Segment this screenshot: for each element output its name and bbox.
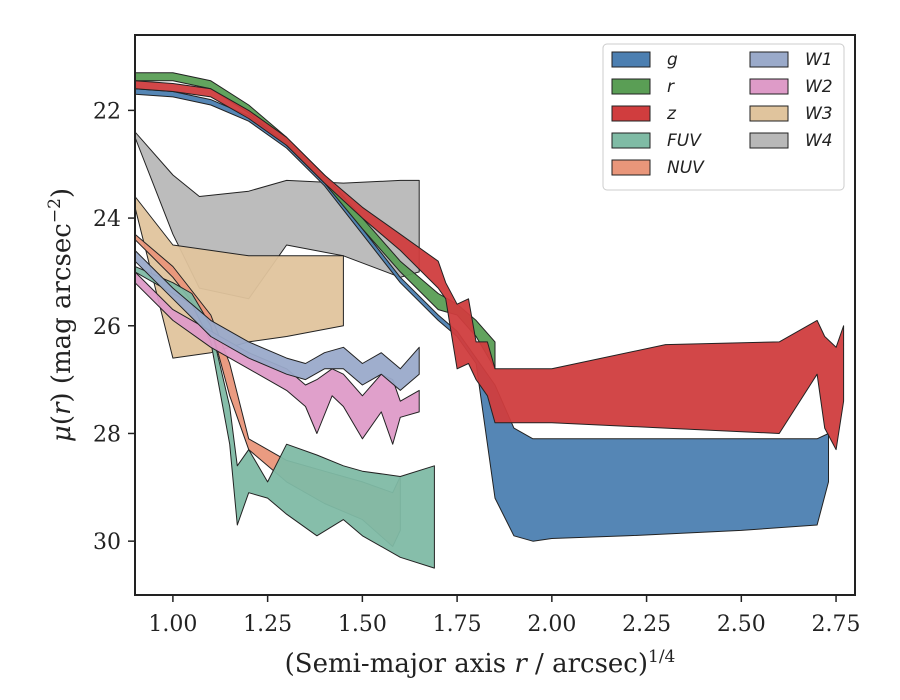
legend-swatch-w3	[749, 105, 789, 122]
x-tick-label: 1.75	[433, 612, 482, 637]
legend-label-w1: W1	[805, 50, 833, 70]
area-z	[135, 80, 845, 451]
y-axis-label: μ(r) (mag arcsec−2)	[45, 188, 77, 442]
legend-swatch-z	[611, 105, 651, 122]
legend-swatch-fuv	[611, 132, 651, 149]
svg-text:μ(r) (mag arcsec−2): μ(r) (mag arcsec−2)	[45, 188, 77, 442]
y-tick-label: 30	[93, 530, 121, 555]
plot-frame	[134, 34, 856, 596]
legend-swatch-g	[611, 51, 651, 68]
area-w2	[135, 271, 420, 445]
y-tick-label: 26	[93, 315, 121, 340]
legend-label-nuv: NUV	[667, 158, 705, 178]
legend-swatch-w4	[749, 132, 789, 149]
legend-label-w2: W2	[805, 77, 833, 97]
x-tick-label: 1.00	[148, 612, 197, 637]
x-axis-ticks: 1.00 1.25 1.50 1.75 2.00 2.25 2.50 2.75	[148, 595, 861, 637]
area-g	[135, 88, 829, 542]
x-tick-label: 2.25	[622, 612, 671, 637]
legend-label-z: z	[666, 104, 677, 124]
legend-label-r: r	[667, 77, 675, 97]
x-tick-label: 1.50	[338, 612, 387, 637]
y-tick-label: 22	[93, 99, 121, 124]
legend: grz FUV NUV W1 W2 W3 W4	[602, 43, 845, 191]
legend-swatch-w2	[749, 78, 789, 95]
legend-swatch-w1	[749, 51, 789, 68]
x-tick-label: 2.00	[527, 612, 576, 637]
area-w1	[135, 249, 420, 391]
legend-swatch-r	[611, 78, 651, 95]
legend-label-w3: W3	[805, 104, 833, 124]
legend-swatch-nuv	[611, 159, 651, 176]
area-fuv	[135, 266, 435, 569]
y-tick-label: 24	[93, 207, 121, 232]
x-tick-label: 2.50	[717, 612, 766, 637]
y-axis-ticks: 22 24 26 28 30	[93, 99, 135, 555]
x-tick-label: 2.75	[812, 612, 861, 637]
legend-label-w4: W4	[805, 131, 833, 151]
legend-label-fuv: FUV	[667, 131, 702, 151]
x-axis-label: (Semi-major axis r / arcsec)1/4	[285, 647, 676, 679]
x-tick-label: 1.25	[243, 612, 292, 637]
series-areas	[135, 72, 845, 569]
y-tick-label: 28	[93, 422, 121, 447]
legend-label-g: g	[667, 50, 678, 70]
